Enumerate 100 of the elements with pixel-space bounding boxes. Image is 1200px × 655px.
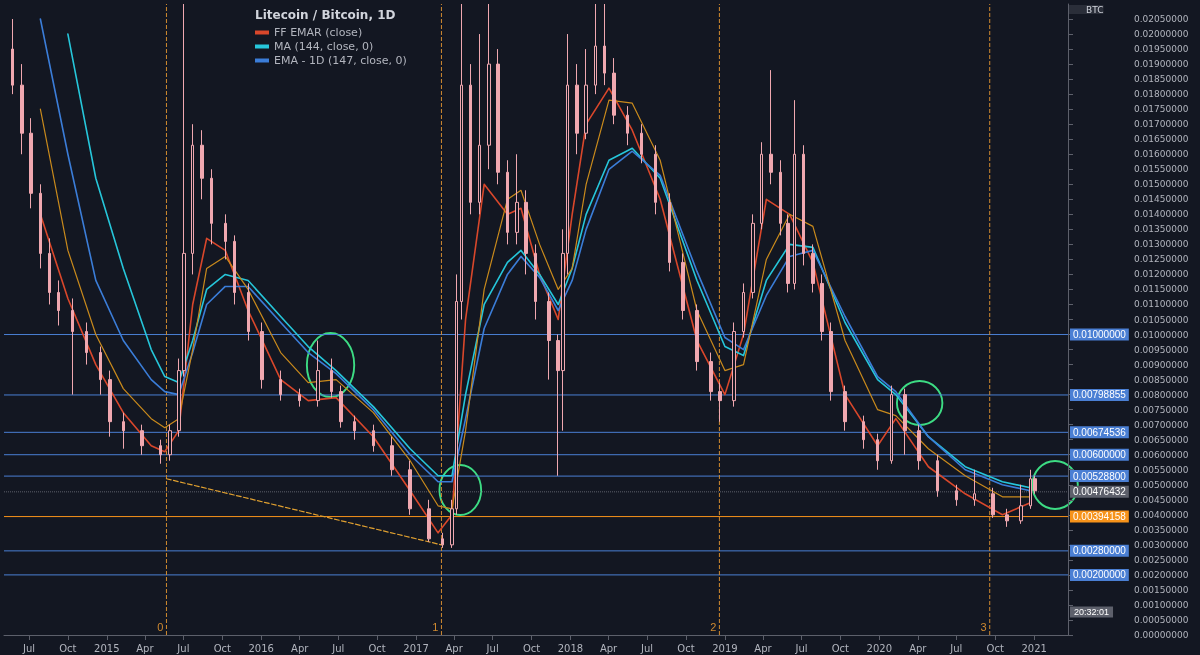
candlestick xyxy=(876,433,879,471)
x-tick-label: Apr xyxy=(445,642,464,654)
candlestick xyxy=(191,123,194,275)
candlestick xyxy=(612,57,616,125)
candlestick xyxy=(515,153,519,245)
candlestick xyxy=(820,273,824,342)
candlestick xyxy=(681,252,685,320)
candlestick xyxy=(210,168,213,245)
x-tick-label: 2016 xyxy=(248,642,274,654)
candlestick xyxy=(917,424,921,471)
candlestick xyxy=(603,3,606,86)
candlestick xyxy=(654,144,657,215)
x-tick-label: 2020 xyxy=(866,642,893,654)
y-tick-label: 0.01400000 xyxy=(1134,209,1189,220)
y-tick-label: 0.00350000 xyxy=(1134,524,1189,535)
y-tick-label: 0.00800000 xyxy=(1134,389,1189,400)
candlestick xyxy=(372,424,375,453)
y-tick-label: 0.00100000 xyxy=(1134,599,1189,610)
candlestick xyxy=(640,123,643,164)
x-tick-label: Apr xyxy=(136,642,155,654)
legend-label: EMA - 1D (147, close, 0) xyxy=(274,54,407,67)
candlestick xyxy=(524,189,528,275)
candlestick xyxy=(260,322,264,390)
candlestick xyxy=(760,141,763,230)
x-tick-label: Jul xyxy=(949,642,963,654)
x-tick-label: Jul xyxy=(485,642,499,654)
y-axis-title: BTC xyxy=(1086,4,1104,15)
y-tick-label: 0.01050000 xyxy=(1134,314,1189,325)
candlestick xyxy=(159,439,162,465)
candlestick xyxy=(973,469,976,507)
x-tick-label: Apr xyxy=(754,642,773,654)
y-tick-label: 0.01850000 xyxy=(1134,74,1189,85)
y-tick-label: 0.00400000 xyxy=(1134,509,1189,520)
y-tick-label: 0.00550000 xyxy=(1134,464,1189,475)
candlestick xyxy=(779,159,782,236)
candlestick xyxy=(460,3,463,320)
ref-line-label: 0.00798855 xyxy=(1073,389,1127,401)
ref-line-label: 0.01000000 xyxy=(1073,329,1127,341)
candlestick xyxy=(353,415,356,441)
x-tick-label: 2017 xyxy=(403,642,429,654)
y-tick-label: 0.01900000 xyxy=(1134,59,1189,70)
y-tick-label: 0.01150000 xyxy=(1134,284,1189,295)
candlestick xyxy=(200,129,204,200)
legend-label: MA (144, close, 0) xyxy=(274,40,374,53)
candlestick xyxy=(339,385,343,429)
candlestick xyxy=(829,322,833,402)
y-tick-label: 0.01550000 xyxy=(1134,164,1189,175)
y-tick-label: 0.00450000 xyxy=(1134,494,1189,505)
candlestick xyxy=(478,33,481,215)
y-tick-label: 0.02050000 xyxy=(1134,14,1189,25)
ref-line-label: 3 xyxy=(980,620,987,633)
candlestick xyxy=(1019,484,1023,525)
candlestick xyxy=(48,237,51,305)
candlestick xyxy=(626,105,629,146)
candlestick xyxy=(769,69,773,185)
x-tick-label: 2018 xyxy=(557,642,584,654)
candlestick xyxy=(298,388,301,408)
x-tick-label: Oct xyxy=(59,642,77,654)
x-tick-label: Jul xyxy=(176,642,190,654)
y-tick-label: 0.01000000 xyxy=(1134,329,1189,340)
candlestick xyxy=(793,99,796,290)
x-tick-label: Jul xyxy=(331,642,345,654)
y-tick-label: 0.00950000 xyxy=(1134,344,1189,355)
ref-line-label: 0.00600000 xyxy=(1073,449,1127,461)
y-tick-label: 0.01450000 xyxy=(1134,194,1189,205)
y-tick-label: 0.00200000 xyxy=(1134,569,1189,580)
x-tick-label: Oct xyxy=(677,642,695,654)
x-tick-label: Oct xyxy=(213,642,232,654)
y-tick-label: 0.00150000 xyxy=(1134,584,1189,595)
x-tick-label: Jul xyxy=(640,642,654,654)
x-tick-label: Oct xyxy=(522,642,541,654)
y-tick-label: 0.01600000 xyxy=(1134,149,1189,160)
candlestick xyxy=(330,358,333,399)
candlestick xyxy=(390,436,394,477)
candlestick xyxy=(1005,508,1009,528)
x-tick-label: 2021 xyxy=(1021,642,1047,654)
candlestick xyxy=(843,385,847,432)
candlestick xyxy=(487,3,491,170)
x-tick-label: Oct xyxy=(831,642,850,654)
candlestick xyxy=(224,213,227,260)
candlestick xyxy=(20,63,24,155)
candlestick xyxy=(936,454,939,498)
y-tick-label: 0.01250000 xyxy=(1134,254,1189,265)
candlestick xyxy=(718,382,722,423)
ref-line-label: 0.00280000 xyxy=(1073,545,1127,557)
y-tick-label: 0.01300000 xyxy=(1134,239,1189,250)
candlestick xyxy=(279,370,282,402)
candlestick xyxy=(441,532,444,549)
candlestick xyxy=(247,282,250,342)
candlestick xyxy=(575,63,579,155)
y-tick-label: 0.01500000 xyxy=(1134,179,1189,190)
candlestick xyxy=(534,243,537,320)
ref-line-label: 0.00528800 xyxy=(1073,470,1127,482)
candlestick xyxy=(732,322,736,408)
y-tick-label: 0.01650000 xyxy=(1134,134,1189,145)
candlestick xyxy=(122,412,125,450)
y-tick-label: 0.00900000 xyxy=(1134,359,1189,370)
y-tick-label: 0.01100000 xyxy=(1134,299,1189,310)
candlestick xyxy=(584,48,588,140)
candlestick xyxy=(39,183,42,269)
